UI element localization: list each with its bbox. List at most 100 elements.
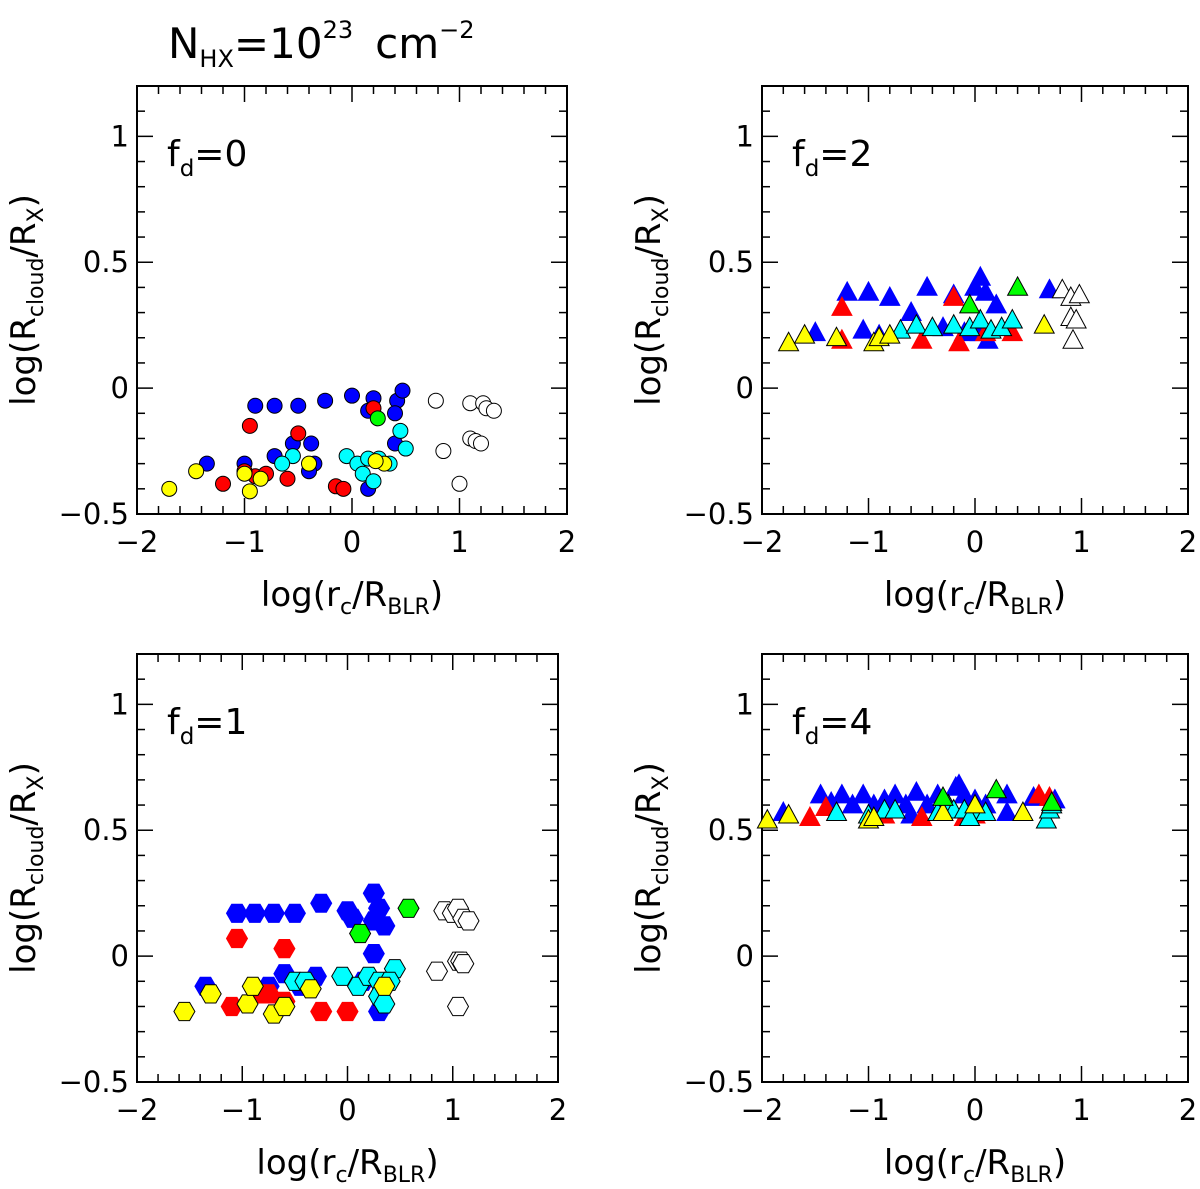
series-open [1051,278,1091,349]
x-tick-label: −1 [847,525,890,559]
series-cyan [889,308,1024,339]
data-point [301,455,317,472]
data-point [188,463,205,480]
data-point [397,898,420,918]
series-green [369,410,386,427]
x-tick-label: 1 [1072,1093,1090,1127]
data-point [1035,808,1058,829]
data-point [831,296,853,316]
data-point [1068,283,1091,304]
data-point [451,475,468,492]
data-point [310,1001,333,1022]
data-point [857,280,880,301]
panel-label: fd=2 [792,134,872,182]
x-tick-label: 0 [338,1093,356,1127]
data-point [756,808,779,829]
x-tick-label: −2 [741,1093,784,1127]
panel-fd0: −2 −1 0 1 2−0.500.51log(rc/RBLR)log(Rcloud/R… [4,85,576,620]
data-point [262,903,285,923]
data-point [241,976,264,996]
data-point [932,785,954,806]
data-point [387,405,403,422]
data-point [916,275,938,296]
data-point [1012,801,1034,821]
data-point [397,440,414,457]
data-point [446,996,470,1017]
x-tick-label: 0 [343,525,361,559]
x-tick-label: −1 [847,1093,890,1127]
data-point [996,801,1018,821]
x-axis-label: log(rc/RBLR) [261,575,443,620]
data-point [1065,308,1087,329]
data-point [336,1001,359,1022]
y-tick-label: 1 [736,119,754,153]
y-tick-label: 0.5 [83,245,129,279]
x-tick-label: 1 [1072,525,1090,559]
series-green [932,778,1063,811]
data-point [161,480,178,497]
x-tick-label: 2 [549,1093,567,1127]
data-point [948,331,970,352]
y-tick-label: 0 [736,939,754,973]
figure-title: NHX=1023 cm−2 [168,16,475,73]
data-point [799,806,821,826]
y-tick-label: 0 [111,939,129,973]
data-point [369,410,386,427]
data-point [394,382,411,399]
data-point [985,778,1008,799]
x-axis-label: log(rc/RBLR) [884,575,1066,620]
data-point [889,318,912,339]
data-point [878,323,901,344]
data-point [303,435,320,452]
data-point [964,275,986,296]
x-tick-label: 2 [1179,1093,1197,1127]
x-tick-label: −1 [221,1093,264,1127]
data-point [274,455,291,472]
series-yellow [756,793,1034,829]
data-point [457,911,480,931]
data-point [273,939,296,959]
data-point [485,402,502,419]
data-point [425,961,449,981]
y-tick-label: 1 [736,687,754,721]
series-green [349,898,420,944]
data-point [220,996,243,1017]
data-point [969,308,992,329]
data-point [273,996,296,1017]
data-point [910,806,933,826]
data-point [266,397,283,414]
data-point [878,285,901,306]
data-point [942,285,965,306]
data-point [1006,275,1029,296]
y-tick-label: −0.5 [59,1065,129,1099]
data-point [236,465,253,482]
series-open [427,392,502,492]
data-point [836,280,859,301]
x-tick-label: −1 [223,525,266,559]
data-point [279,470,296,487]
data-point [452,954,475,974]
data-point [225,928,249,949]
panel-label: fd=0 [167,134,247,182]
x-tick-label: 1 [444,1093,462,1127]
data-point [932,801,954,821]
panel-fd1: −2 −1 0 1 2−0.500.51log(rc/RBLR)log(Rcloud/R… [4,653,567,1188]
y-tick-label: 0 [736,371,754,405]
data-point [777,331,800,352]
y-tick-label: 0 [111,371,129,405]
data-point [317,392,334,409]
panel-fd4: −2 −1 0 1 2−0.500.51log(rc/RBLR)log(Rcloud/R… [629,653,1197,1188]
data-point [825,326,848,347]
y-tick-label: 1 [111,119,129,153]
data-point [969,265,992,286]
data-point [905,313,928,334]
data-point [283,903,306,923]
data-point [841,793,864,814]
data-point [290,397,307,414]
y-tick-label: −0.5 [684,1065,754,1099]
data-point [349,923,372,944]
data-point [241,483,258,500]
data-point [362,944,385,964]
series-yellow [173,976,396,1024]
data-point [1033,313,1056,334]
